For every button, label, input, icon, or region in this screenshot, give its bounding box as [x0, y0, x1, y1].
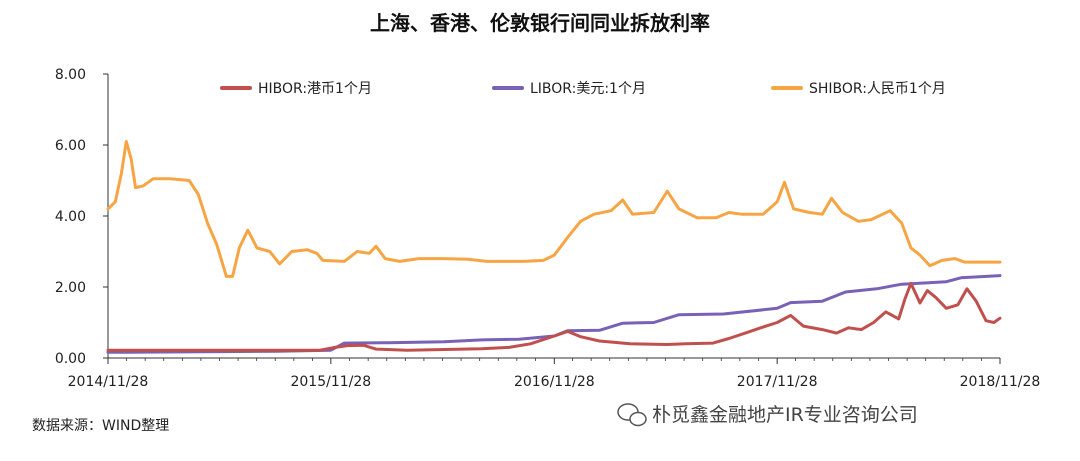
series-line-0 [106, 281, 1002, 352]
wechat-icon [617, 403, 647, 427]
y-tick-label: 4.00 [55, 209, 86, 225]
legend: HIBOR:港币1个月 LIBOR:美元:1个月 SHIBOR:人民币1个月 [220, 81, 946, 97]
watermark: 朴觅鑫金融地产IR专业咨询公司 [617, 403, 918, 427]
series-line-1 [106, 274, 1002, 354]
legend-label-0: HIBOR:港币1个月 [258, 81, 372, 97]
series-line-2 [106, 140, 1002, 278]
y-tick-label: 8.00 [55, 67, 86, 83]
watermark-text: 朴觅鑫金融地产IR专业咨询公司 [652, 404, 918, 426]
axes: 0.00 2.00 4.00 6.00 8.00 2014/11/28 2015/11/28… [55, 67, 1041, 390]
legend-label-2: SHIBOR:人民币1个月 [809, 81, 946, 97]
source-note: 数据来源：WIND整理 [32, 418, 169, 434]
x-tick-label: 2016/11/28 [514, 374, 595, 390]
y-tick-label: 2.00 [55, 280, 86, 296]
legend-label-1: LIBOR:美元:1个月 [530, 81, 646, 97]
x-tick-label: 2017/11/28 [737, 374, 818, 390]
x-tick-label: 2014/11/28 [68, 374, 149, 390]
series-layer [106, 140, 1002, 354]
x-tick-label: 2018/11/28 [960, 374, 1041, 390]
y-tick-label: 6.00 [55, 138, 86, 154]
y-tick-label: 0.00 [55, 351, 86, 367]
x-tick-label: 2015/11/28 [290, 374, 371, 390]
chart-title: 上海、香港、伦敦银行间同业拆放利率 [370, 11, 710, 35]
